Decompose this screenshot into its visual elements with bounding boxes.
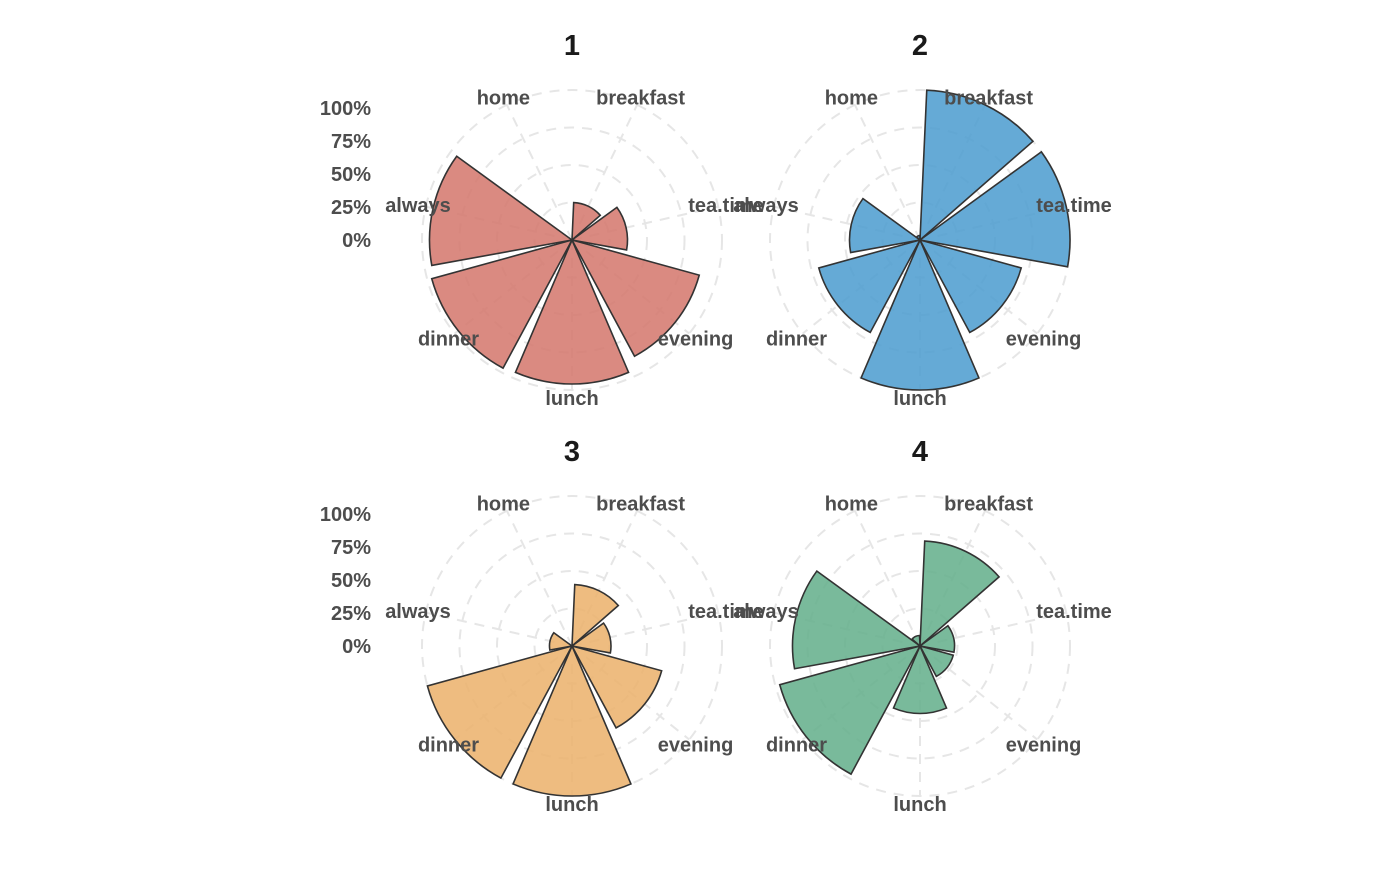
tick-label: 50%	[331, 164, 371, 186]
category-label-breakfast: breakfast	[596, 494, 685, 516]
grid-spoke-home	[506, 510, 573, 647]
category-label-lunch: lunch	[545, 388, 598, 410]
bar-always	[791, 569, 922, 670]
category-label-always: always	[385, 195, 451, 217]
category-label-home: home	[477, 494, 530, 516]
bar-breakfast	[919, 89, 1035, 242]
bar-tea-time	[918, 624, 956, 654]
category-label-evening: evening	[658, 329, 734, 351]
category-label-home: home	[477, 88, 530, 110]
bar-lunch	[512, 643, 632, 797]
bar-breakfast	[919, 540, 1001, 648]
category-label-tea-time: tea.time	[688, 601, 764, 623]
bar-evening	[570, 644, 663, 729]
category-label-tea-time: tea.time	[1036, 195, 1112, 217]
bar-home	[915, 234, 921, 242]
bar-evening	[570, 238, 701, 358]
bar-evening	[918, 238, 1023, 334]
panel-4: breakfast tea.time evening lunch dinner alway…	[733, 436, 1112, 816]
category-label-tea-time: tea.time	[688, 195, 764, 217]
panel-3: breakfast tea.time evening lunch dinner alway…	[320, 436, 764, 816]
grid-ring-3	[458, 532, 686, 760]
tick-label: 50%	[331, 570, 371, 592]
category-label-lunch: lunch	[545, 794, 598, 816]
grid-spoke-home	[854, 104, 921, 241]
bar-home	[910, 634, 921, 648]
grid-ring-3	[806, 532, 1034, 760]
panel-2: breakfast tea.time evening lunch dinner alway…	[733, 30, 1112, 410]
category-label-always: always	[733, 195, 799, 217]
bar-dinner	[430, 238, 574, 370]
bar-evening	[918, 644, 955, 678]
category-label-home: home	[825, 494, 878, 516]
grid-spoke-home	[506, 104, 573, 241]
bar-tea-time	[918, 150, 1071, 268]
category-label-breakfast: breakfast	[944, 494, 1033, 516]
category-label-evening: evening	[1006, 735, 1082, 757]
bar-lunch	[514, 237, 630, 385]
tick-label: 100%	[320, 504, 371, 526]
grid-spoke-always	[425, 611, 573, 647]
panel-1: breakfast tea.time evening lunch dinner alway…	[320, 30, 764, 410]
category-label-dinner: dinner	[766, 329, 827, 351]
category-label-breakfast: breakfast	[944, 88, 1033, 110]
bar-tea-time	[570, 621, 612, 654]
category-label-lunch: lunch	[893, 794, 946, 816]
bar-dinner	[426, 644, 574, 780]
category-label-lunch: lunch	[893, 388, 946, 410]
bar-dinner	[817, 238, 922, 334]
bar-tea-time	[570, 206, 629, 251]
grid-spoke-home	[854, 510, 921, 647]
bar-lunch	[860, 237, 980, 391]
category-label-evening: evening	[1006, 329, 1082, 351]
panel-title: 4	[912, 436, 928, 468]
grid-ring-3	[458, 126, 686, 354]
tick-label: 100%	[320, 98, 371, 120]
category-label-dinner: dinner	[766, 735, 827, 757]
tick-label: 25%	[331, 197, 371, 219]
category-label-breakfast: breakfast	[596, 88, 685, 110]
tick-label: 0%	[342, 636, 371, 658]
bar-dinner	[778, 644, 922, 776]
category-label-evening: evening	[658, 735, 734, 757]
category-label-home: home	[825, 88, 878, 110]
category-label-dinner: dinner	[418, 329, 479, 351]
bar-breakfast	[571, 201, 602, 242]
tick-label: 75%	[331, 537, 371, 559]
panel-title: 2	[912, 30, 928, 62]
panel-title: 3	[564, 436, 580, 468]
bar-always	[548, 631, 574, 651]
bar-always	[848, 197, 922, 254]
panel-title: 1	[564, 30, 580, 62]
tick-label: 0%	[342, 230, 371, 252]
tick-label: 25%	[331, 603, 371, 625]
category-label-tea-time: tea.time	[1036, 601, 1112, 623]
tick-label: 75%	[331, 131, 371, 153]
bar-lunch	[892, 643, 948, 715]
bar-breakfast	[571, 583, 620, 648]
category-label-always: always	[385, 601, 451, 623]
bar-always	[428, 155, 574, 267]
category-label-dinner: dinner	[418, 735, 479, 757]
category-label-always: always	[733, 601, 799, 623]
